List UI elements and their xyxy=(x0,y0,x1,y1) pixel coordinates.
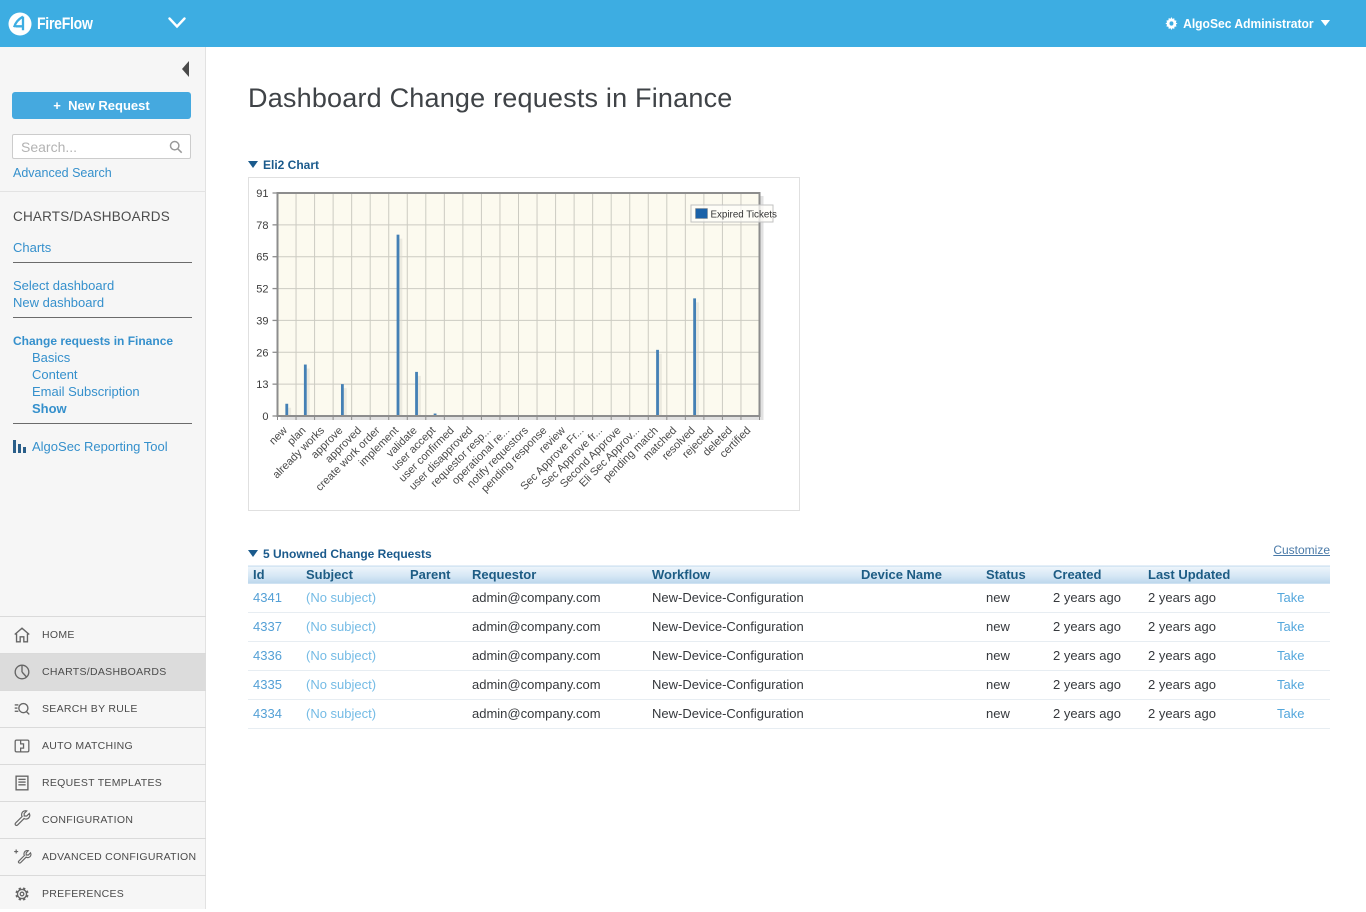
svg-text:0: 0 xyxy=(262,411,268,423)
svg-text:65: 65 xyxy=(256,252,268,264)
svg-text:13: 13 xyxy=(256,379,268,391)
svg-text:78: 78 xyxy=(256,220,268,232)
svg-text:39: 39 xyxy=(256,315,268,327)
svg-text:52: 52 xyxy=(256,284,268,296)
svg-text:new: new xyxy=(267,425,290,448)
svg-text:Expired Tickets: Expired Tickets xyxy=(711,210,778,221)
svg-text:26: 26 xyxy=(256,347,268,359)
svg-text:91: 91 xyxy=(256,188,268,200)
